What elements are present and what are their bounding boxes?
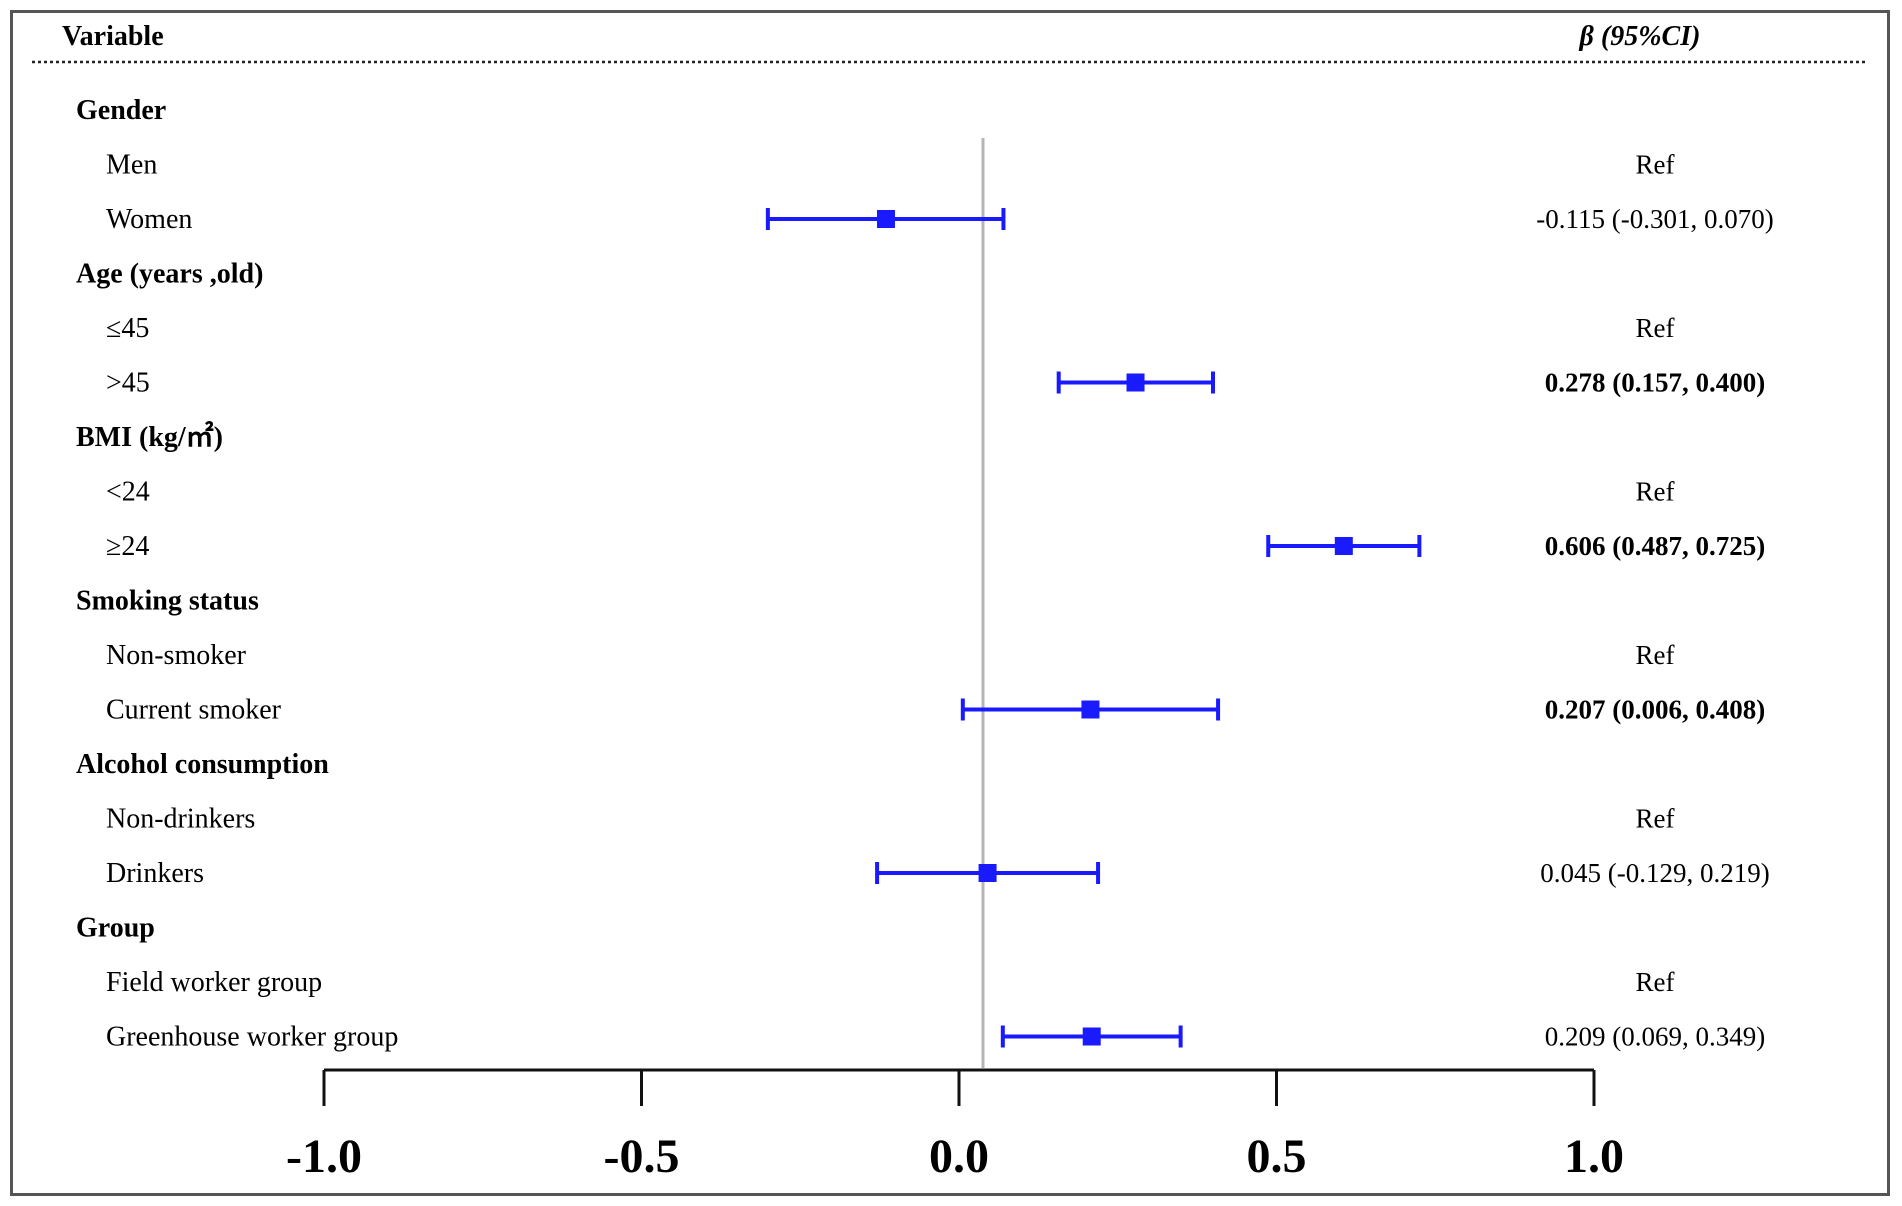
rows-layer: Gender Men Ref Women -0.115 (-0.301, 0.070) A… [76, 95, 1774, 1053]
row-label: Field worker group [106, 967, 322, 998]
row-value: 0.278 (0.157, 0.400) [1545, 368, 1765, 398]
row-label: <24 [106, 477, 150, 508]
row-label: Greenhouse worker group [106, 1022, 398, 1053]
row-value: Ref [1636, 967, 1675, 997]
point-estimate [1126, 373, 1145, 392]
beta-header: β (95%CI) [1579, 21, 1701, 52]
row-label: Drinkers [106, 858, 204, 889]
point-estimate [876, 210, 895, 228]
x-tick-label: 0.0 [929, 1130, 989, 1183]
row-heading: Gender [76, 95, 166, 126]
row-value: Ref [1636, 477, 1675, 507]
row-heading: Alcohol consumption [76, 749, 329, 780]
point-estimate [1081, 700, 1100, 719]
point-estimate [978, 864, 997, 882]
row-value: 0.606 (0.487, 0.725) [1545, 531, 1765, 561]
x-tick-label: -0.5 [604, 1130, 680, 1183]
row-heading: BMI (kg/㎡) [76, 420, 223, 453]
point-estimate [1082, 1027, 1101, 1046]
row-label: ≤45 [106, 313, 149, 344]
row-heading: Group [76, 913, 155, 944]
row-label: Non-drinkers [106, 804, 255, 835]
row-heading: Smoking status [76, 586, 259, 617]
row-value: Ref [1636, 150, 1675, 180]
row-value: Ref [1636, 640, 1675, 670]
row-value: Ref [1636, 804, 1675, 834]
row-value: Ref [1636, 313, 1675, 343]
row-label: Men [106, 150, 157, 181]
x-tick-label: 1.0 [1564, 1130, 1624, 1183]
point-estimate [1334, 537, 1353, 555]
figure-frame [10, 10, 1890, 1196]
row-label: ≥24 [106, 531, 149, 562]
x-tick-label: 0.5 [1247, 1130, 1307, 1183]
row-value: 0.209 (0.069, 0.349) [1545, 1022, 1765, 1052]
x-tick-label: -1.0 [286, 1130, 362, 1183]
row-heading: Age (years ,old) [76, 259, 263, 290]
row-label: Women [106, 204, 192, 235]
x-axis: -1.0 -0.5 0.0 0.5 1.0 [286, 1068, 1624, 1183]
marks-layer [765, 138, 1422, 1068]
row-label: Current smoker [106, 695, 282, 726]
row-value: -0.115 (-0.301, 0.070) [1536, 204, 1773, 234]
variable-header: Variable [62, 21, 164, 52]
row-value: 0.045 (-0.129, 0.219) [1540, 858, 1769, 888]
row-label: >45 [106, 368, 150, 399]
row-value: 0.207 (0.006, 0.408) [1545, 695, 1765, 725]
row-label: Non-smoker [106, 640, 247, 671]
